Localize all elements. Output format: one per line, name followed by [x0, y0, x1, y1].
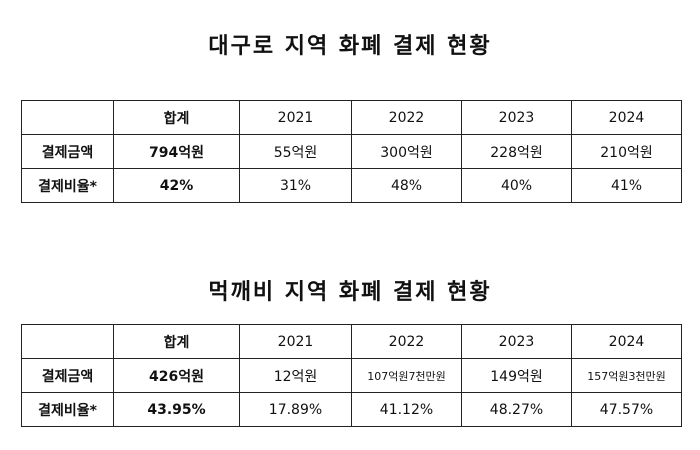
- table-header-row: 합계 2021 2022 2023 2024: [21, 100, 682, 135]
- header-cell-total: 합계: [113, 324, 240, 359]
- cell-ratio-2023: 40%: [461, 168, 572, 203]
- header-cell-2021: 2021: [239, 324, 352, 359]
- cell-total-ratio: 43.95%: [113, 392, 240, 427]
- header-cell-2022: 2022: [351, 324, 462, 359]
- header-cell-empty: [21, 100, 114, 135]
- cell-ratio-2022: 41.12%: [351, 392, 462, 427]
- header-cell-2023: 2023: [461, 100, 572, 135]
- cell-amount-2023: 228억원: [461, 134, 572, 169]
- row-label-ratio: 결제비율*: [21, 168, 114, 203]
- payment-table-meokkaebi: 합계 2021 2022 2023 2024 결제금액 426억원 12억원 1…: [21, 324, 682, 427]
- table-header-row: 합계 2021 2022 2023 2024: [21, 324, 682, 359]
- table2-title: 먹깨비 지역 화폐 결제 현황: [208, 280, 492, 305]
- header-cell-2024: 2024: [571, 324, 682, 359]
- cell-ratio-2024: 41%: [571, 168, 682, 203]
- table1-title: 대구로 지역 화폐 결제 현황: [208, 34, 492, 59]
- cell-amount-2024: 157억원3천만원: [571, 358, 682, 393]
- cell-ratio-2022: 48%: [351, 168, 462, 203]
- table-row-ratio: 결제비율* 42% 31% 48% 40% 41%: [21, 168, 682, 203]
- cell-ratio-2021: 31%: [239, 168, 352, 203]
- cell-amount-2022: 300억원: [351, 134, 462, 169]
- row-label-ratio: 결제비율*: [21, 392, 114, 427]
- table-row-amount: 결제금액 794억원 55억원 300억원 228억원 210억원: [21, 134, 682, 169]
- cell-total-ratio: 42%: [113, 168, 240, 203]
- cell-ratio-2023: 48.27%: [461, 392, 572, 427]
- cell-amount-2024: 210억원: [571, 134, 682, 169]
- cell-total-amount: 426억원: [113, 358, 240, 393]
- table-row-amount: 결제금액 426억원 12억원 107억원7천만원 149억원 157억원3천만…: [21, 358, 682, 393]
- table-row-ratio: 결제비율* 43.95% 17.89% 41.12% 48.27% 47.57%: [21, 392, 682, 427]
- cell-ratio-2024: 47.57%: [571, 392, 682, 427]
- cell-ratio-2021: 17.89%: [239, 392, 352, 427]
- cell-amount-2021: 55억원: [239, 134, 352, 169]
- cell-amount-2022: 107억원7천만원: [351, 358, 462, 393]
- cell-amount-2023: 149억원: [461, 358, 572, 393]
- row-label-amount: 결제금액: [21, 358, 114, 393]
- header-cell-2022: 2022: [351, 100, 462, 135]
- header-cell-2021: 2021: [239, 100, 352, 135]
- cell-amount-2021: 12억원: [239, 358, 352, 393]
- cell-total-amount: 794억원: [113, 134, 240, 169]
- header-cell-empty: [21, 324, 114, 359]
- header-cell-total: 합계: [113, 100, 240, 135]
- payment-table-daeguro: 합계 2021 2022 2023 2024 결제금액 794억원 55억원 3…: [21, 100, 682, 203]
- header-cell-2024: 2024: [571, 100, 682, 135]
- header-cell-2023: 2023: [461, 324, 572, 359]
- row-label-amount: 결제금액: [21, 134, 114, 169]
